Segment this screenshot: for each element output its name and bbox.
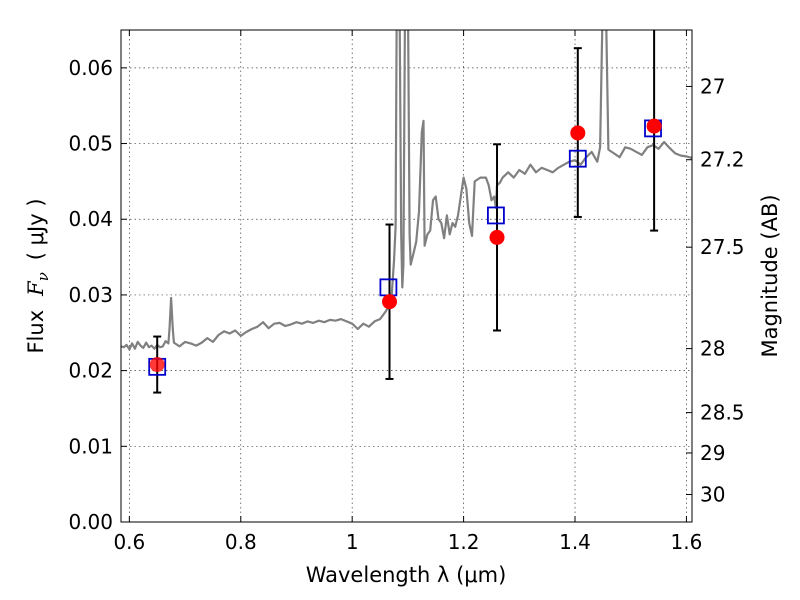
x-tick-label: 1.2	[448, 530, 480, 554]
y2-tick-label: 28	[700, 337, 725, 361]
y-tick-label: 0.05	[68, 132, 113, 156]
x-axis-label: Wavelength λ (μm)	[306, 563, 507, 587]
y-tick-label: 0.00	[68, 510, 113, 534]
axis-ticks: 0.6 0.8 1 1.2 1.4 1.6 0.00 0.01 0.02 0.03 0.04 0.05…	[68, 30, 745, 554]
x-tick-label: 1	[346, 530, 359, 554]
y2-tick-label: 27.2	[700, 148, 745, 172]
y2-tick-label: 29	[700, 441, 725, 465]
observed-point	[646, 118, 662, 134]
observed-point	[382, 294, 398, 310]
y2-tick-label: 28.5	[700, 401, 745, 425]
model-point	[487, 206, 505, 225]
y-tick-label: 0.04	[68, 207, 113, 231]
observed-point	[149, 357, 165, 373]
y2-axis-label: Magnitude (AB)	[758, 194, 782, 357]
y2-tick-label: 27.5	[700, 235, 745, 259]
grid	[121, 30, 692, 522]
model-point	[568, 149, 587, 168]
y-tick-label: 0.01	[68, 434, 113, 458]
x-tick-label: 1.4	[559, 530, 591, 554]
x-tick-label: 0.6	[113, 530, 145, 554]
observed-points	[149, 118, 662, 373]
spectrum-series	[121, 30, 692, 351]
y-tick-label: 0.06	[68, 56, 113, 80]
y-tick-label: 0.02	[68, 359, 113, 383]
x-tick-label: 1.6	[671, 530, 703, 554]
plot-frame	[120, 29, 693, 523]
observed-point	[570, 125, 586, 141]
y-tick-label: 0.03	[68, 283, 113, 307]
x-tick-label: 0.8	[225, 530, 257, 554]
observed-point	[489, 229, 505, 245]
model-point	[379, 278, 398, 297]
spectrum-line	[121, 30, 692, 351]
y2-tick-label: 27	[700, 74, 725, 98]
y-axis-label: FluxFν( μJy )	[24, 198, 52, 353]
y2-tick-label: 30	[700, 483, 725, 507]
